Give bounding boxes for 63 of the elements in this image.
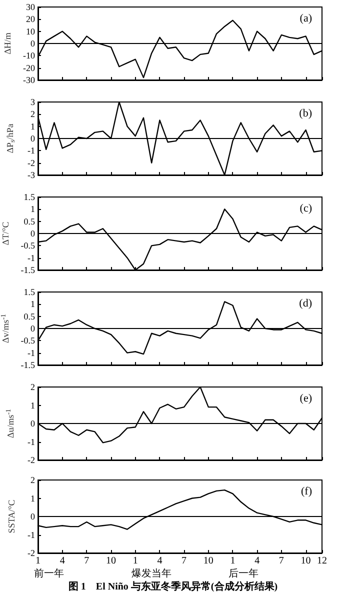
y-tick-label: -2: [28, 455, 35, 465]
y-tick-label: -1: [28, 146, 35, 156]
y-tick-label: 2: [30, 475, 35, 485]
y-tick-label: 1: [30, 121, 35, 132]
x-tick-label: 1: [230, 556, 236, 566]
x-tick-label: 4: [157, 556, 162, 566]
y-tick-label: -1.5: [20, 265, 36, 275]
y-tick-label: -30: [23, 75, 36, 85]
annotation: (a): [300, 12, 312, 24]
y-tick-label: -1.5: [20, 360, 36, 370]
x-tick-label: 7: [182, 556, 187, 566]
y-tick-label: -2: [28, 548, 35, 558]
y-tick-label: 0: [30, 134, 36, 144]
annotation: (b): [299, 108, 312, 120]
y-tick-label: 0: [30, 512, 36, 522]
y-tick-label: -1: [28, 530, 35, 540]
text: 前一年: [34, 568, 64, 580]
y-tick-label: -1: [28, 436, 35, 447]
y-tick-label: 2: [30, 109, 35, 120]
annotation: (c): [300, 202, 312, 214]
annotation: (d): [299, 298, 312, 310]
x-tick-label: 4: [254, 556, 260, 566]
y-tick-label: -0.5: [20, 336, 36, 346]
x-tick-label: 10: [203, 556, 214, 566]
y-axis-title: SSTA/°C: [6, 500, 16, 534]
x-tick-label: 12: [317, 556, 327, 566]
x-tick-label: 10: [300, 556, 311, 566]
caption: 图 1 El Niño 与东亚冬季风异常(合成分析结果): [68, 580, 278, 592]
y-tick-label: -1: [28, 252, 35, 263]
y-tick-label: -0.5: [20, 240, 36, 251]
y-tick-label: 2: [30, 382, 35, 392]
text: 爆发当年: [131, 568, 172, 580]
y-tick-label: 0.5: [24, 216, 36, 226]
y-axis-title: ΔT/°C: [0, 222, 10, 246]
y-tick-label: -20: [23, 62, 36, 73]
y-tick-label: 10: [26, 26, 36, 36]
y-tick-label: 1: [30, 299, 35, 310]
y-tick-label: 0: [30, 324, 36, 334]
x-tick-label: 10: [106, 556, 116, 566]
y-tick-label: 1: [30, 400, 35, 410]
y-tick-label: 3: [30, 97, 36, 107]
annotation: (f): [301, 486, 312, 498]
x-tick-label: 7: [278, 556, 284, 566]
x-tick-label: 7: [84, 556, 90, 566]
y-tick-label: 0: [30, 228, 36, 238]
text: 后一年: [228, 568, 259, 580]
y-tick-label: -10: [23, 50, 36, 61]
y-tick-label: -3: [28, 170, 36, 180]
y-tick-label: 0: [30, 38, 36, 48]
y-tick-label: 1.5: [24, 192, 36, 202]
y-axis-title: ΔH/m: [2, 32, 13, 54]
annotation: (e): [300, 392, 312, 404]
y-tick-label: 20: [26, 14, 36, 24]
y-tick-label: 1.5: [24, 287, 36, 297]
y-tick-label: 1: [30, 493, 35, 504]
x-tick-label: 1: [132, 556, 138, 566]
y-tick-label: 1: [30, 204, 35, 214]
y-tick-label: -1: [28, 348, 35, 358]
x-tick-label: 4: [60, 556, 65, 566]
y-tick-label: 0.5: [24, 311, 36, 322]
y-tick-label: 0: [30, 418, 36, 428]
y-tick-label: 30: [26, 2, 36, 12]
y-tick-label: -2: [28, 158, 35, 168]
